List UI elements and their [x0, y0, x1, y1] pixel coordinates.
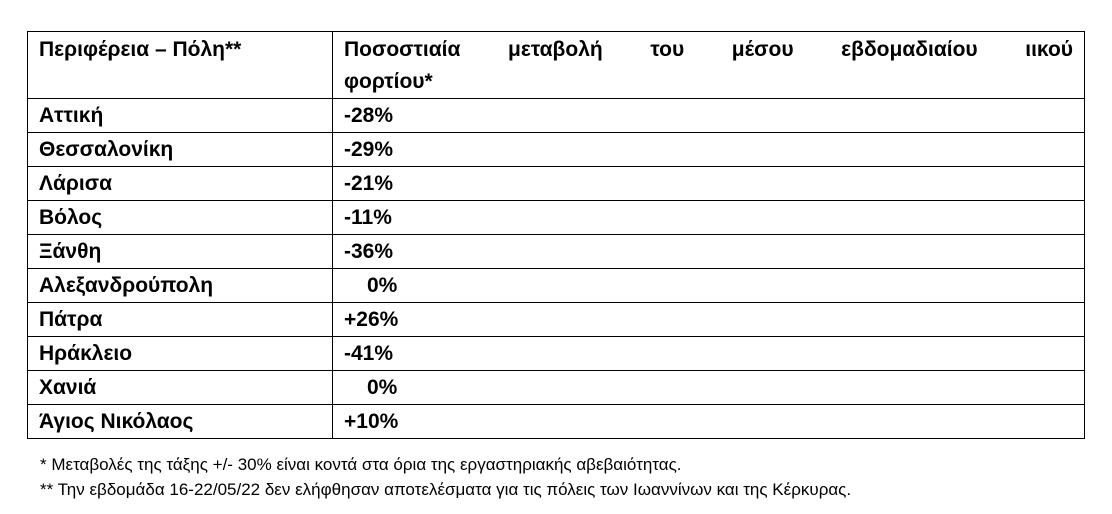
region-cell: Αλεξανδρούπολη	[27, 268, 333, 303]
table-row: Βόλος -11%	[27, 200, 1085, 235]
value-cell: +26%	[332, 302, 1085, 337]
header-value-line2: φορτίου*	[344, 70, 433, 93]
table-row: Χανιά 0%	[27, 370, 1085, 405]
region-cell: Ξάνθη	[27, 234, 333, 269]
region-cell: Θεσσαλονίκη	[27, 132, 333, 167]
region-cell: Βόλος	[27, 200, 333, 235]
value-cell: 0%	[332, 370, 1085, 405]
region-cell: Χανιά	[27, 370, 333, 405]
header-value-line1: Ποσοστιαία μεταβολή του μέσου εβδομαδιαί…	[344, 38, 1073, 61]
value-cell: -29%	[332, 132, 1085, 167]
table-header-row: Περιφέρεια – Πόλη** Ποσοστιαία μεταβολή …	[27, 31, 1085, 99]
table-row: Θεσσαλονίκη -29%	[27, 132, 1085, 167]
table-row: Ηράκλειο -41%	[27, 336, 1085, 371]
region-cell: Άγιος Νικόλαος	[27, 404, 333, 439]
viral-load-table: Περιφέρεια – Πόλη** Ποσοστιαία μεταβολή …	[27, 31, 1085, 439]
table-row: Άγιος Νικόλαος +10%	[27, 404, 1085, 439]
header-value: Ποσοστιαία μεταβολή του μέσου εβδομαδιαί…	[332, 31, 1085, 99]
footnote-uncertainty: * Μεταβολές της τάξης +/- 30% είναι κοντ…	[40, 455, 682, 474]
value-cell: 0%	[332, 268, 1085, 303]
value-cell: -41%	[332, 336, 1085, 371]
footnote-missing-results: ** Την εβδομάδα 16-22/05/22 δεν ελήφθησα…	[40, 480, 852, 499]
region-cell: Ηράκλειο	[27, 336, 333, 371]
value-cell: +10%	[332, 404, 1085, 439]
value-cell: -21%	[332, 166, 1085, 201]
value-cell: -36%	[332, 234, 1085, 269]
table-row: Πάτρα +26%	[27, 302, 1085, 337]
value-cell: -28%	[332, 98, 1085, 133]
table-row: Λάρισα -21%	[27, 166, 1085, 201]
table-row: Αλεξανδρούπολη 0%	[27, 268, 1085, 303]
table-row: Ξάνθη -36%	[27, 234, 1085, 269]
value-cell: -11%	[332, 200, 1085, 235]
region-cell: Λάρισα	[27, 166, 333, 201]
region-cell: Πάτρα	[27, 302, 333, 337]
table-row: Αττική -28%	[27, 98, 1085, 133]
region-cell: Αττική	[27, 98, 333, 133]
footnotes: * Μεταβολές της τάξης +/- 30% είναι κοντ…	[40, 452, 851, 502]
header-region: Περιφέρεια – Πόλη**	[27, 31, 333, 99]
